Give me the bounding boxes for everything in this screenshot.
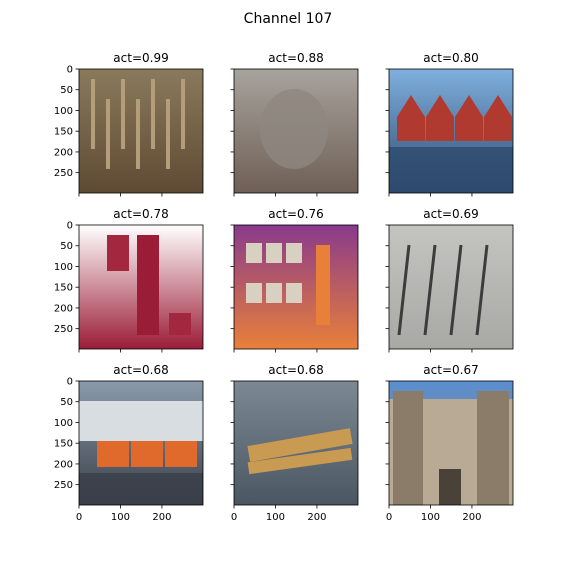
y-tick-label: 100 [54,106,73,117]
y-tick-label: 200 [54,459,73,470]
panel-4: act=0.78 0 50 100 150 200 250 [54,207,204,353]
x-tick-label: 200 [462,512,481,523]
figure-title: Channel 107 [244,11,333,27]
panel-1: act=0.99 0 50 100 150 200 250 [54,51,204,197]
x-tick-label: 0 [76,512,82,523]
panel-9: act=0.67 0 100 200 [385,363,514,523]
panel-8: act=0.68 0 100 200 [230,363,359,523]
image-motif [247,428,353,475]
y-tick-label: 200 [54,303,73,314]
panel-title: act=0.88 [268,51,323,65]
panel-6: act=0.69 [385,207,514,353]
x-tick-label: 200 [307,512,326,523]
panel-title: act=0.68 [268,363,323,377]
y-tick-label: 250 [54,480,73,491]
panel-3: act=0.80 [385,51,514,197]
panel-title: act=0.68 [113,363,168,377]
y-tick-label: 250 [54,324,73,335]
panel-title: act=0.80 [423,51,478,65]
panel-title: act=0.67 [423,363,478,377]
x-tick-label: 200 [152,512,171,523]
panel-2: act=0.88 [230,51,359,197]
y-tick-label: 150 [54,283,73,294]
panel-5: act=0.76 [230,207,359,353]
panel-title: act=0.76 [268,207,323,221]
y-tick-label: 50 [60,85,73,96]
y-tick-label: 100 [54,418,73,429]
y-tick-label: 50 [60,397,73,408]
y-tick-label: 150 [54,127,73,138]
y-tick-label: 250 [54,168,73,179]
image-motif [389,95,513,193]
y-tick-label: 0 [67,65,73,76]
y-tick-label: 0 [67,221,73,232]
image-motif [91,79,185,169]
y-tick-label: 150 [54,439,73,450]
x-tick-label: 0 [231,512,237,523]
y-tick-label: 50 [60,241,73,252]
image-motif [107,235,191,335]
image-motif [260,89,328,169]
y-tick-label: 100 [54,262,73,273]
image-motif [79,401,203,505]
image-motif [246,243,330,325]
x-tick-label: 100 [421,512,440,523]
panel-title: act=0.99 [113,51,168,65]
panel-grid: act=0.99 0 50 100 150 200 250 act=0.88 act=0.80 a… [54,51,514,523]
panel-title: act=0.69 [423,207,478,221]
x-tick-label: 100 [266,512,285,523]
x-tick-label: 0 [386,512,392,523]
y-tick-label: 200 [54,147,73,158]
image-motif [397,244,489,336]
panel-title: act=0.78 [113,207,168,221]
x-tick-label: 100 [111,512,130,523]
panel-7: act=0.68 0 50 100 150 200 250 0 100 200 [54,363,204,523]
image-motif [389,391,513,505]
y-tick-label: 0 [67,377,73,388]
